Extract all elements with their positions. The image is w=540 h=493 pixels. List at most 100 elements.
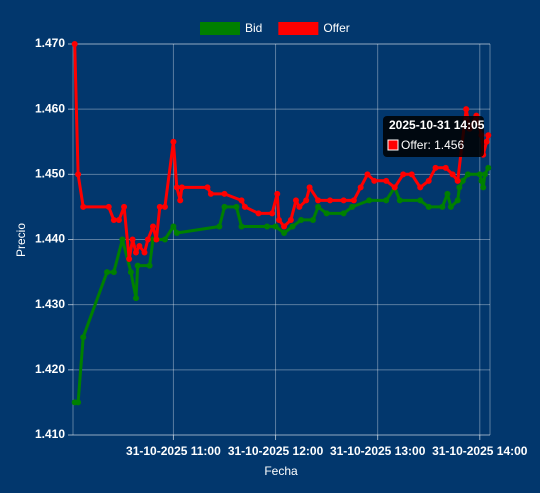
data-point bbox=[364, 171, 371, 178]
data-point bbox=[129, 236, 136, 243]
y-tick-label: 1.440 bbox=[35, 232, 65, 246]
data-point bbox=[241, 203, 248, 210]
data-point bbox=[156, 203, 163, 210]
y-tick-label: 1.410 bbox=[35, 427, 65, 441]
data-point bbox=[281, 223, 288, 230]
data-point bbox=[161, 203, 168, 210]
data-point bbox=[371, 177, 378, 184]
data-point bbox=[449, 171, 456, 178]
x-tick-label: 31-10-2025 13:00 bbox=[330, 444, 426, 458]
y-tick-label: 1.470 bbox=[35, 36, 65, 50]
data-point bbox=[480, 184, 487, 191]
data-point bbox=[454, 197, 461, 204]
data-point bbox=[221, 203, 228, 210]
data-point bbox=[119, 236, 126, 243]
data-point bbox=[144, 236, 151, 243]
data-point bbox=[71, 41, 78, 47]
data-point bbox=[126, 256, 133, 263]
data-point bbox=[417, 184, 424, 191]
data-point bbox=[464, 171, 471, 178]
data-point bbox=[178, 184, 185, 191]
data-point bbox=[216, 223, 223, 230]
data-point bbox=[315, 197, 322, 204]
data-point bbox=[340, 197, 347, 204]
tooltip-box bbox=[383, 116, 484, 157]
data-point bbox=[115, 216, 122, 223]
data-point bbox=[272, 223, 279, 230]
data-point bbox=[459, 177, 466, 184]
y-tick-label: 1.460 bbox=[35, 101, 65, 115]
data-point bbox=[444, 190, 451, 197]
data-point bbox=[476, 171, 483, 178]
data-point bbox=[417, 197, 424, 204]
data-point bbox=[432, 164, 439, 171]
data-point bbox=[383, 177, 390, 184]
data-point bbox=[383, 197, 390, 204]
data-point bbox=[327, 197, 334, 204]
data-point bbox=[149, 223, 156, 230]
legend-swatch bbox=[278, 22, 319, 35]
data-point bbox=[269, 210, 276, 217]
data-point bbox=[80, 334, 87, 341]
data-point bbox=[357, 184, 364, 191]
data-point bbox=[132, 249, 139, 256]
data-point bbox=[121, 203, 128, 210]
data-point bbox=[463, 106, 470, 113]
y-tick-label: 1.450 bbox=[35, 167, 65, 181]
data-point bbox=[233, 203, 240, 210]
data-point bbox=[177, 197, 184, 204]
data-point bbox=[456, 184, 463, 191]
tooltip-title: 2025-10-31 14:05 bbox=[389, 118, 485, 132]
data-point bbox=[132, 295, 139, 302]
data-point bbox=[454, 177, 461, 184]
data-point bbox=[478, 177, 485, 184]
data-point bbox=[173, 229, 180, 236]
data-point bbox=[161, 236, 168, 243]
data-point bbox=[396, 197, 403, 204]
data-point bbox=[287, 216, 294, 223]
data-point bbox=[309, 216, 316, 223]
data-point bbox=[485, 132, 492, 139]
data-point bbox=[315, 203, 322, 210]
x-tick-label: 31-10-2025 11:00 bbox=[126, 444, 221, 458]
data-point bbox=[425, 203, 432, 210]
data-point bbox=[110, 216, 117, 223]
data-point bbox=[153, 236, 160, 243]
data-point bbox=[170, 138, 177, 145]
data-point bbox=[274, 190, 281, 197]
data-point bbox=[238, 197, 245, 204]
data-point bbox=[75, 171, 82, 178]
x-tick-label: 31-10-2025 14:00 bbox=[432, 444, 528, 458]
data-point bbox=[296, 203, 303, 210]
data-point bbox=[349, 203, 356, 210]
data-point bbox=[275, 216, 282, 223]
data-point bbox=[255, 210, 262, 217]
data-point bbox=[303, 197, 310, 204]
legend-swatch bbox=[200, 22, 240, 35]
tooltip-swatch bbox=[387, 139, 399, 151]
data-point bbox=[485, 164, 492, 171]
data-point bbox=[75, 399, 82, 406]
data-point bbox=[425, 177, 432, 184]
data-point bbox=[442, 164, 449, 171]
data-point bbox=[340, 210, 347, 217]
data-point bbox=[306, 184, 313, 191]
data-point bbox=[292, 197, 299, 204]
data-point bbox=[264, 223, 271, 230]
data-point bbox=[105, 203, 112, 210]
legend-label: Offer bbox=[323, 21, 349, 35]
data-point bbox=[350, 197, 357, 204]
data-point bbox=[104, 269, 111, 276]
y-tick-label: 1.430 bbox=[35, 297, 65, 311]
data-point bbox=[400, 171, 407, 178]
data-point bbox=[483, 138, 490, 145]
data-point bbox=[110, 269, 117, 276]
data-point bbox=[323, 210, 330, 217]
data-point bbox=[173, 184, 180, 191]
data-point bbox=[408, 171, 415, 178]
series-line bbox=[74, 167, 490, 404]
data-point bbox=[207, 190, 214, 197]
data-point bbox=[481, 171, 488, 178]
data-point bbox=[281, 229, 288, 236]
